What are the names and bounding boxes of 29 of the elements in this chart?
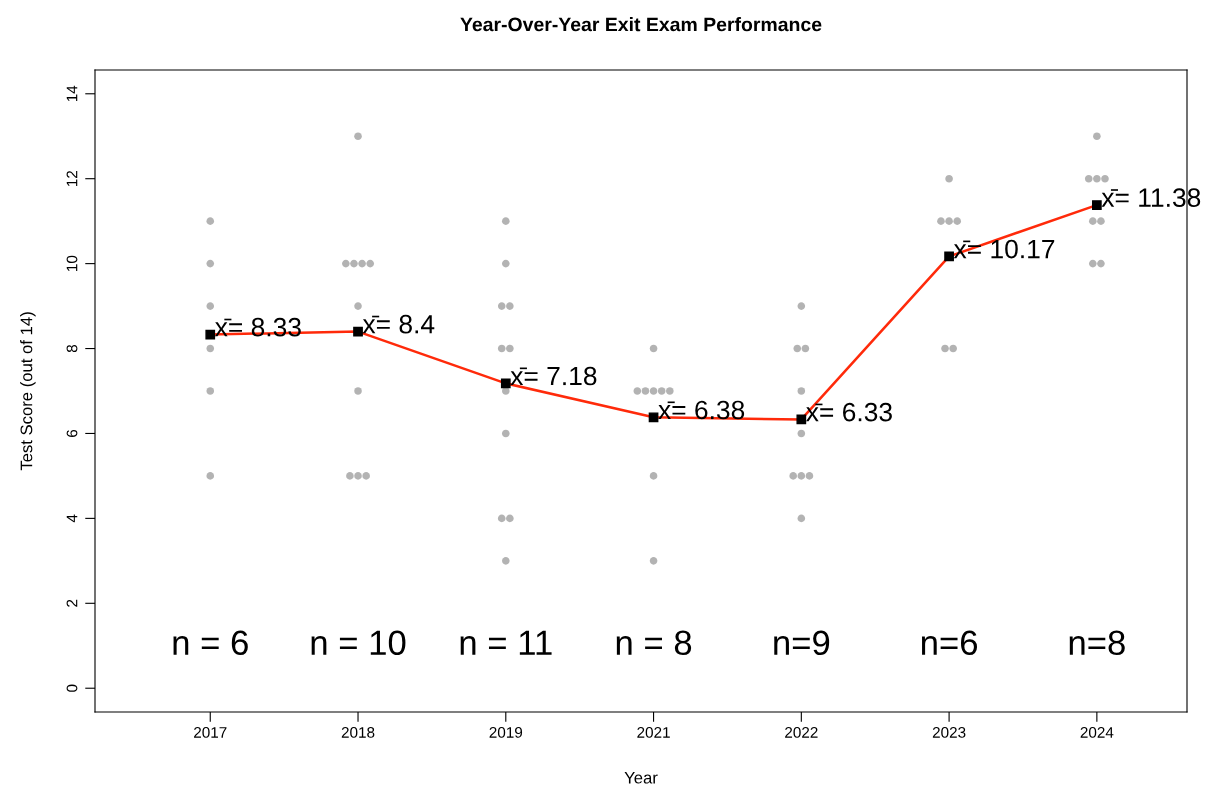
x-tick-label: 2018	[341, 726, 375, 738]
y-tick-label: 10	[66, 255, 78, 271]
y-axis-title: Test Score (out of 14)	[20, 312, 36, 471]
data-label: x̄= 8.4	[362, 314, 435, 334]
data-label: x̄= 7.18	[510, 366, 597, 386]
annotation: n = 10	[311, 630, 406, 656]
y-tick-label: 12	[66, 170, 78, 187]
x-tick-label: 2019	[489, 726, 523, 738]
chart-title: Year-Over-Year Exit Exam Performance	[460, 17, 822, 32]
annotation: n = 8	[616, 630, 692, 656]
y-tick-label: 0	[66, 684, 78, 692]
x-tick-label: 2023	[932, 726, 966, 738]
y-tick-label: 4	[66, 514, 78, 523]
annotation: n=6	[921, 630, 978, 656]
y-tick-label: 6	[66, 429, 78, 437]
annotation: n=8	[1069, 630, 1125, 656]
data-label: x̄= 6.33	[806, 402, 892, 422]
annotation: n = 6	[173, 630, 248, 656]
annotation: n = 11	[460, 630, 552, 655]
y-tick-label: 2	[66, 599, 78, 607]
y-tick-label: 8	[66, 344, 78, 353]
x-tick-label: 2024	[1080, 726, 1114, 738]
x-tick-label: 2022	[785, 726, 818, 738]
x-tick-label: 2017	[194, 726, 227, 738]
y-tick-label: 14	[66, 85, 78, 102]
annotation: n=9	[774, 630, 830, 656]
x-axis-title: Year	[624, 771, 658, 784]
x-tick-label: 2021	[637, 726, 670, 738]
data-label: x̄= 6.38	[658, 400, 745, 420]
